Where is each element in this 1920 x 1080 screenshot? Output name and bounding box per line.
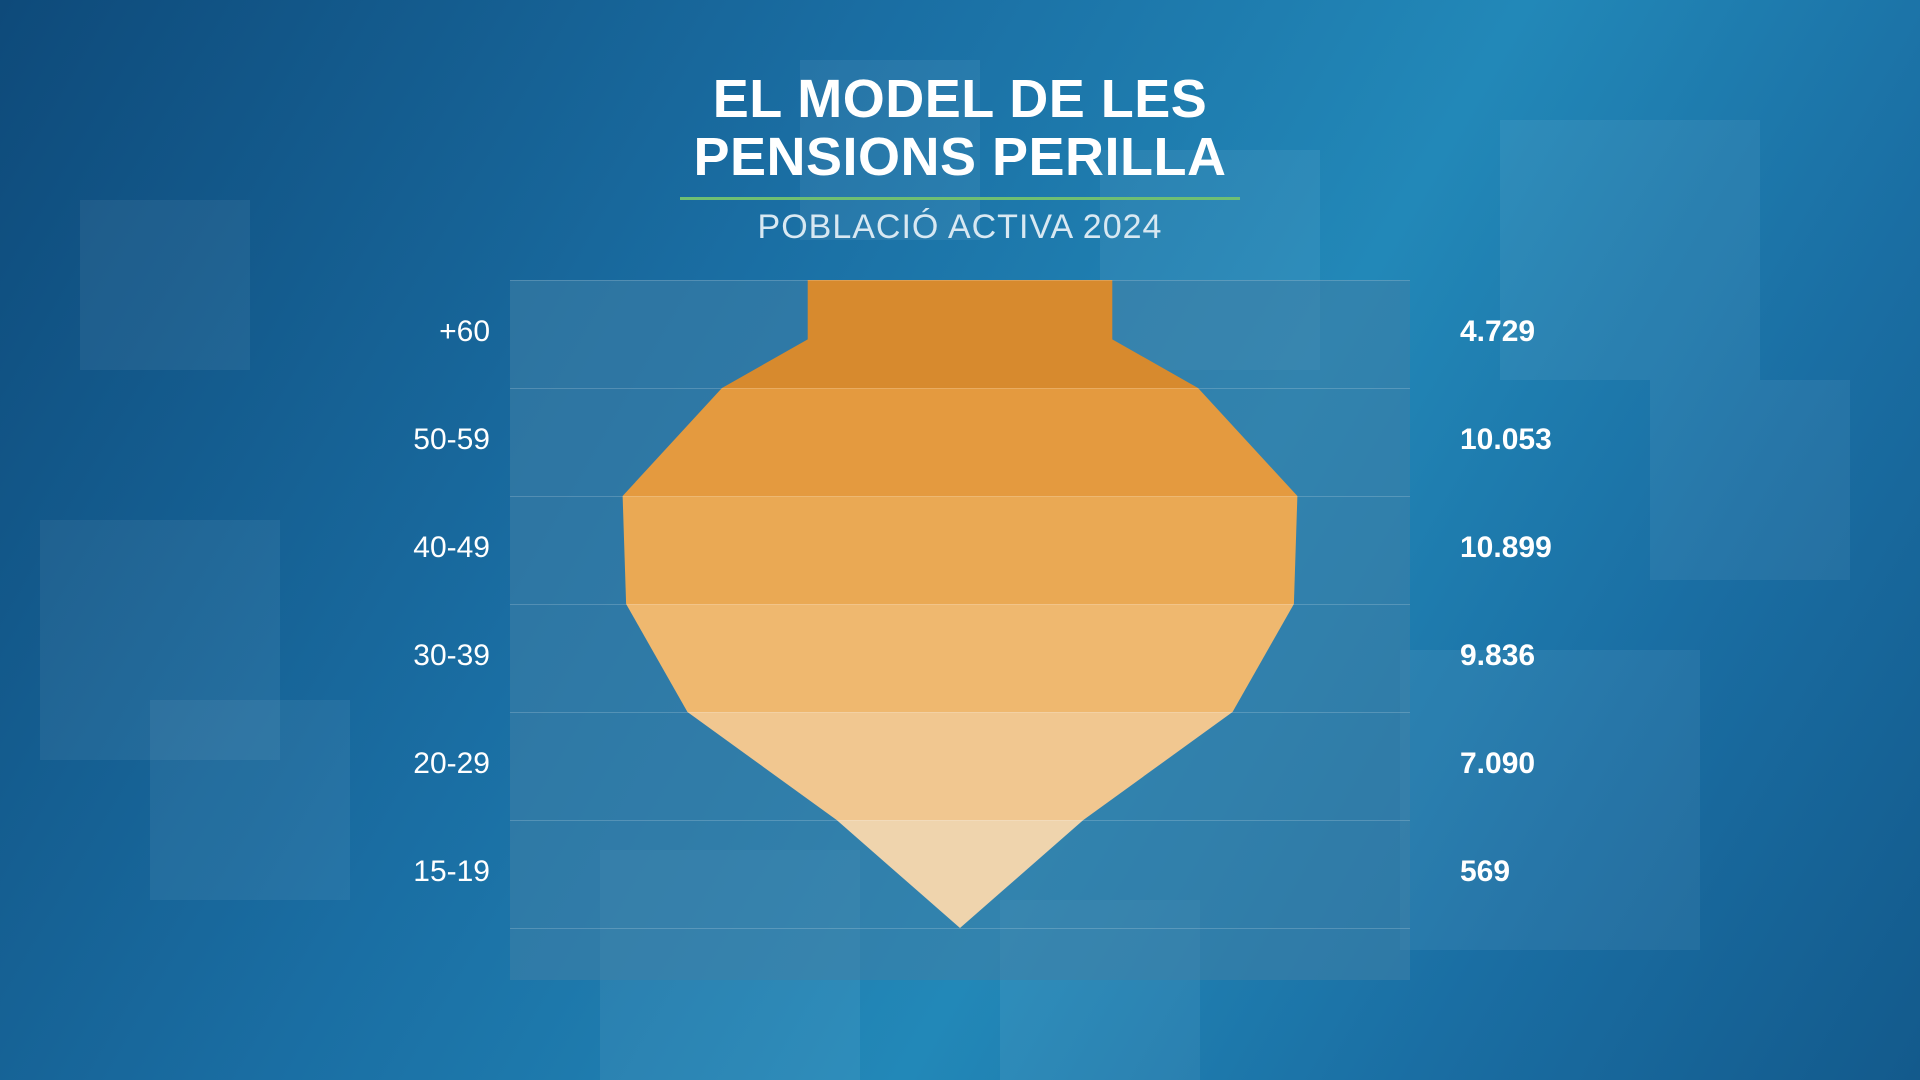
bg-square (1500, 120, 1760, 380)
gridline (510, 496, 1410, 497)
funnel-band (623, 388, 1298, 496)
subtitle: POBLACIÓ ACTIVA 2024 (680, 208, 1240, 247)
value-label: 569 (1460, 855, 1510, 889)
value-label: 4.729 (1460, 315, 1535, 349)
gridline (510, 604, 1410, 605)
title-line-2: PENSIONS PERILLA (693, 127, 1226, 187)
bg-square (1650, 380, 1850, 580)
title-line-1: EL MODEL DE LES (713, 69, 1208, 129)
age-label: +60 (380, 315, 490, 349)
funnel-band (722, 280, 1198, 388)
value-label: 7.090 (1460, 747, 1535, 781)
funnel-band (837, 820, 1084, 928)
age-label: 40-49 (380, 531, 490, 565)
age-label: 30-39 (380, 639, 490, 673)
funnel-band (687, 712, 1232, 820)
gridline (510, 712, 1410, 713)
bg-square (150, 700, 350, 900)
age-label: 50-59 (380, 423, 490, 457)
value-label: 9.836 (1460, 639, 1535, 673)
title: EL MODEL DE LES PENSIONS PERILLA (680, 70, 1240, 187)
age-label: 20-29 (380, 747, 490, 781)
funnel-band (623, 496, 1298, 604)
gridline (510, 820, 1410, 821)
gridline (510, 928, 1410, 929)
header: EL MODEL DE LES PENSIONS PERILLA POBLACI… (680, 70, 1240, 247)
value-label: 10.899 (1460, 531, 1552, 565)
value-label: 10.053 (1460, 423, 1552, 457)
funnel-band (626, 604, 1294, 712)
chart: +6050-5940-4930-3920-2915-19 4.72910.053… (510, 280, 1410, 980)
age-label: 15-19 (380, 855, 490, 889)
gridline (510, 280, 1410, 281)
bg-square (80, 200, 250, 370)
title-underline (680, 197, 1240, 200)
funnel-shape (510, 280, 1410, 980)
bg-square (1400, 650, 1700, 950)
gridline (510, 388, 1410, 389)
